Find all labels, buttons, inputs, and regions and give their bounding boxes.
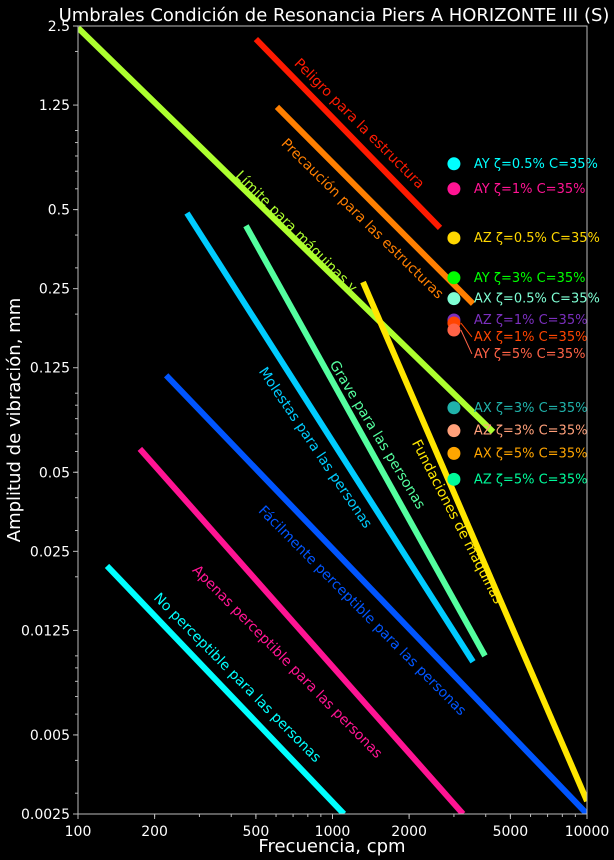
x-tick-label: 5000 [493, 824, 529, 840]
data-point [447, 401, 461, 415]
y-tick-label: 0.0125 [21, 623, 70, 639]
point-label: AX ζ=0.5% C=35% [474, 292, 600, 307]
point-label: AX ζ=5% C=35% [474, 446, 588, 461]
point-label: AY ζ=1% C=35% [474, 182, 586, 197]
x-tick-label: 200 [141, 824, 168, 840]
series-line [78, 26, 496, 435]
series-line [253, 36, 443, 230]
y-axis-label: Amplitud de vibración, mm [4, 298, 25, 542]
series-line [274, 104, 476, 306]
points-layer: AY ζ=0.5% C=35% AY ζ=1% C=35% AZ ζ=0.5% C=… [447, 157, 600, 487]
y-tick-label: 0.0025 [21, 807, 70, 823]
y-tick-label: 0.025 [30, 544, 70, 560]
y-tick-label: 0.125 [30, 361, 70, 377]
y-tick-label: 0.25 [39, 282, 70, 298]
data-point [447, 472, 461, 486]
point-label: AZ ζ=1% C=35% [474, 313, 588, 328]
x-tick-label: 500 [243, 824, 270, 840]
y-tick-label: 0.005 [30, 728, 70, 744]
data-point [447, 292, 461, 306]
point-leader-line [460, 322, 473, 338]
series-line [163, 373, 587, 814]
series-line [360, 280, 587, 803]
y-tick-label: 0.05 [39, 465, 70, 481]
series-layer [78, 26, 587, 814]
y-tick-label: 2.5 [48, 19, 70, 35]
point-label: AX ζ=3% C=35% [474, 401, 588, 416]
data-point [447, 231, 461, 245]
x-tick-label: 10000 [565, 824, 610, 840]
x-tick-label: 1000 [315, 824, 351, 840]
series-line [137, 446, 466, 814]
chart-title: Umbrales Condición de Resonancia Piers A… [59, 5, 610, 26]
point-label: AY ζ=3% C=35% [474, 271, 586, 286]
x-tick-label: 100 [65, 824, 92, 840]
data-point [447, 446, 461, 460]
data-point [447, 323, 461, 337]
point-label: AY ζ=0.5% C=35% [474, 157, 598, 172]
point-label: AY ζ=5% C=35% [474, 347, 586, 362]
point-label: AZ ζ=5% C=35% [474, 472, 588, 487]
y-tick-label: 0.5 [48, 203, 70, 219]
x-axis-label: Frecuencia, cpm [258, 836, 405, 857]
point-label: AX ζ=1% C=35% [474, 330, 588, 345]
series-line [243, 224, 488, 658]
data-point [447, 424, 461, 438]
data-point [447, 182, 461, 196]
data-point [447, 271, 461, 285]
point-label: AZ ζ=0.5% C=35% [474, 231, 600, 246]
point-leader-line [460, 329, 473, 355]
y-tick-label: 1.25 [39, 98, 70, 114]
data-point [447, 157, 461, 171]
series-line [104, 563, 347, 814]
series-line [184, 211, 476, 664]
x-tick-label: 2000 [391, 824, 427, 840]
axes: 100 200 500 1000 2000 5000 10000 2.5 1.25 0.5 0.25… [21, 19, 609, 840]
point-label: AZ ζ=3% C=35% [474, 424, 588, 439]
